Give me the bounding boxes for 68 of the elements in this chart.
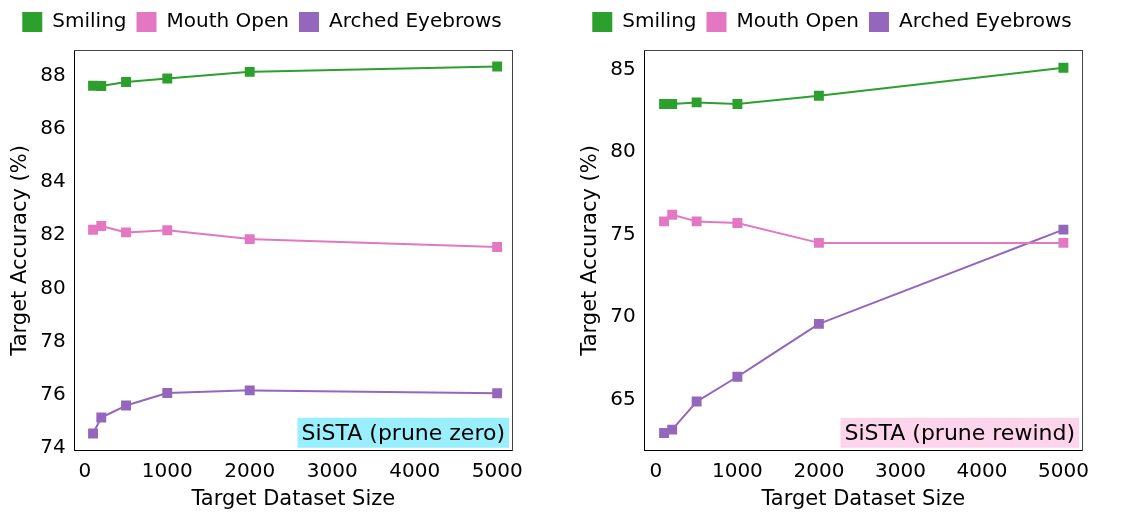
x-tick-label: 2000 [224, 458, 276, 482]
point [121, 400, 131, 411]
annotation: SiSTA (prune zero) [301, 419, 505, 445]
legend-label: Smiling [622, 8, 697, 33]
legend-label: Arched Eyebrows [328, 8, 502, 33]
point [96, 412, 107, 423]
x-tick-label: 5000 [471, 458, 523, 482]
y-tick-label: 65 [610, 386, 636, 411]
y-tick-label: 80 [40, 274, 66, 299]
point [813, 318, 824, 329]
y-tick-label: 85 [610, 55, 636, 80]
legend-label: Mouth Open [166, 8, 289, 33]
x-tick-label: 1000 [141, 458, 193, 482]
y-tick-label: 80 [610, 138, 636, 163]
x-tick-label: 4000 [956, 458, 1008, 482]
point [88, 428, 98, 439]
y-tick-label: 82 [40, 221, 66, 246]
point [691, 216, 702, 227]
point [96, 221, 107, 231]
point [121, 77, 131, 87]
y-tick-label: 70 [610, 303, 636, 328]
point [96, 81, 107, 91]
y-axis-title: Target Accuracy (%) [7, 145, 32, 357]
point [1058, 237, 1069, 248]
legend-label: Mouth Open [736, 8, 859, 33]
point [162, 388, 173, 398]
point [244, 234, 255, 245]
y-tick-label: 86 [40, 114, 66, 139]
point [121, 227, 131, 238]
point [667, 424, 678, 435]
point [1058, 62, 1069, 73]
point [813, 237, 824, 248]
y-tick-label: 78 [40, 327, 66, 352]
point [691, 97, 702, 108]
point [244, 385, 255, 396]
x-tick-label: 0 [649, 458, 663, 482]
y-tick-label: 76 [40, 381, 66, 406]
legend-label: Arched Eyebrows [898, 8, 1072, 33]
legend-label: Smiling [52, 8, 127, 33]
point [492, 388, 503, 399]
point [667, 209, 678, 220]
y-tick-label: 75 [610, 220, 636, 245]
y-tick-label: 88 [40, 61, 66, 86]
x-tick-label: 4000 [389, 458, 441, 482]
point [691, 396, 702, 407]
point [1058, 224, 1069, 235]
x-tick-label: 1000 [711, 458, 763, 482]
y-tick-label: 84 [40, 168, 66, 193]
point [244, 66, 255, 77]
point [492, 61, 503, 72]
y-tick-label: 74 [40, 434, 66, 459]
x-tick-label: 3000 [306, 458, 358, 482]
x-tick-label: 2000 [793, 458, 845, 482]
point [162, 73, 173, 84]
point [732, 99, 743, 109]
point [162, 225, 173, 236]
y-axis-title: Target Accuracy (%) [577, 145, 602, 357]
x-tick-label: 3000 [874, 458, 926, 482]
annotation: SiSTA (prune rewind) [844, 419, 1076, 445]
x-tick-label: 5000 [1037, 458, 1089, 482]
point [492, 242, 503, 253]
point [813, 90, 824, 101]
point [732, 371, 743, 382]
x-tick-label: 0 [78, 458, 92, 482]
x-axis-title: Target Dataset Size [190, 485, 396, 510]
point [659, 216, 669, 227]
x-axis-title: Target Dataset Size [760, 485, 966, 510]
point [732, 218, 743, 228]
